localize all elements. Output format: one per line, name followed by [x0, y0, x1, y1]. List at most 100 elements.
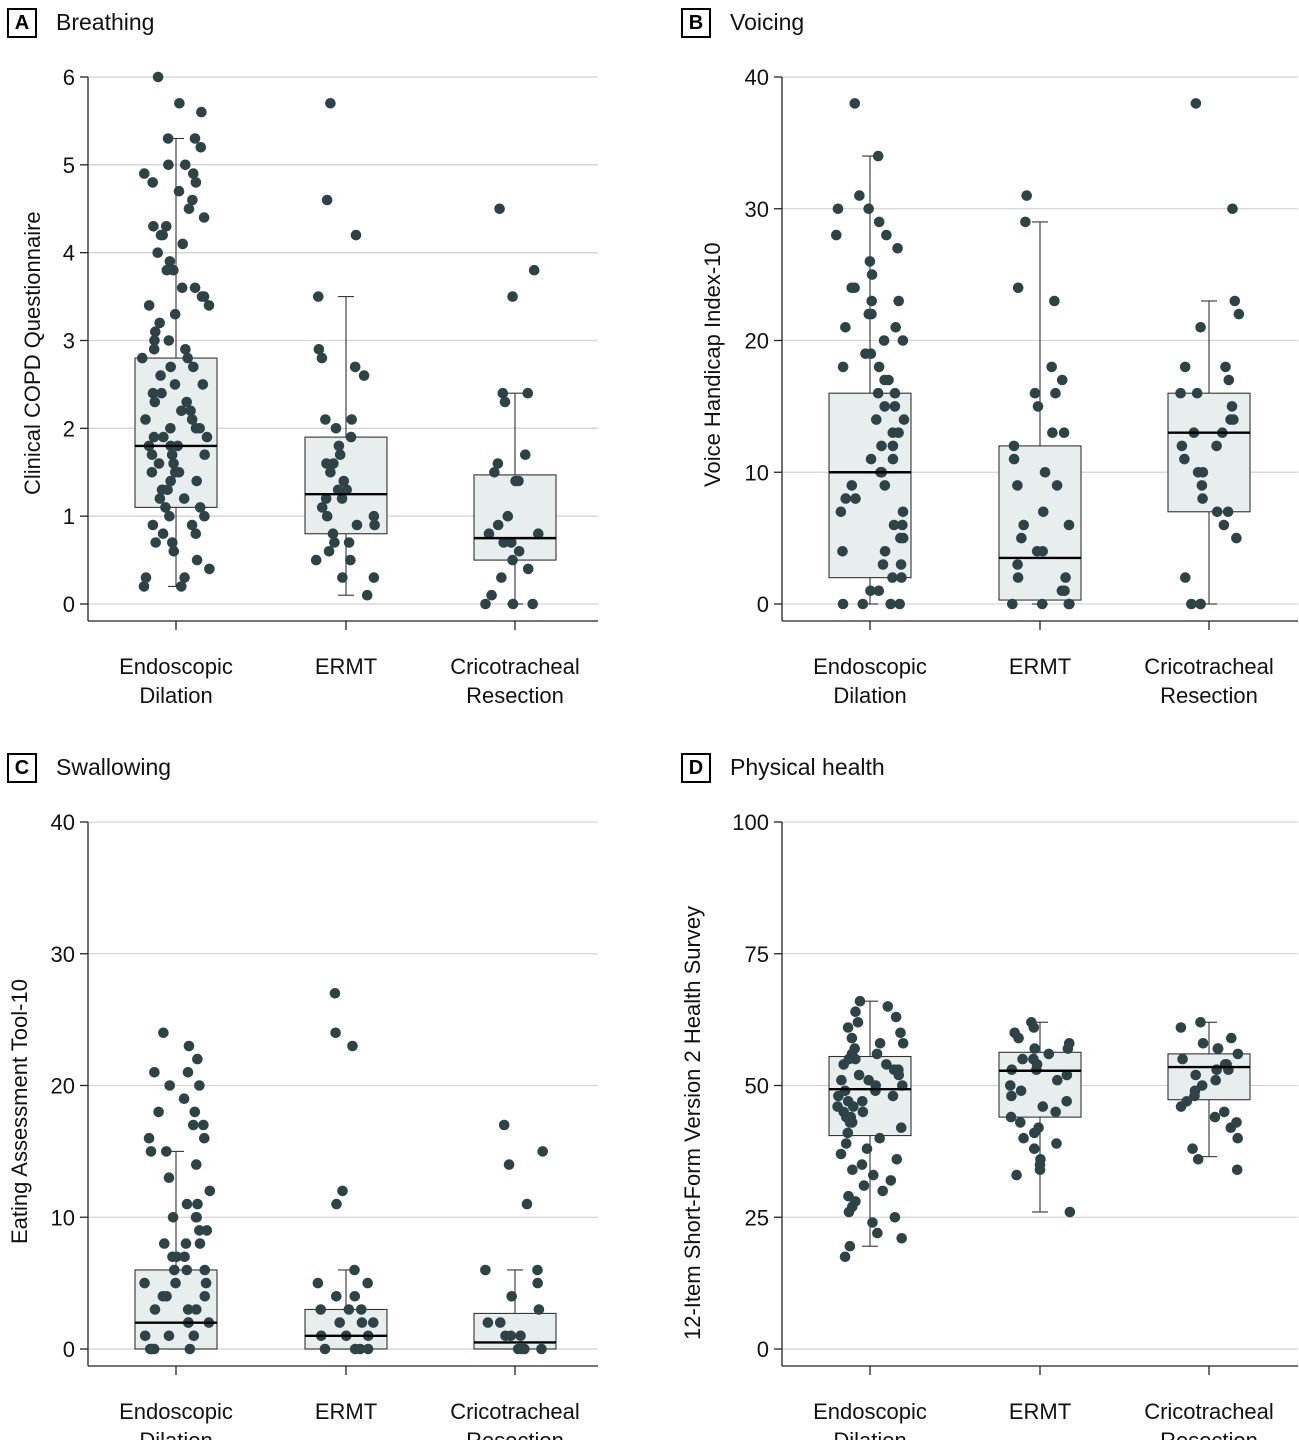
data-point [516, 1343, 527, 1355]
box-iqr [304, 1308, 388, 1350]
data-point [895, 559, 907, 570]
data-point [889, 1212, 901, 1223]
data-point [507, 598, 519, 610]
data-point [876, 440, 887, 452]
data-point [166, 449, 178, 461]
data-point [1209, 1111, 1221, 1123]
data-point [199, 510, 210, 522]
data-point [191, 1212, 202, 1223]
data-point [149, 396, 161, 408]
data-point [150, 537, 161, 548]
data-point [197, 379, 209, 390]
data-point [1015, 1117, 1026, 1128]
data-point [1175, 1022, 1187, 1033]
data-point [148, 221, 159, 232]
data-point [198, 1119, 209, 1131]
data-point [163, 1330, 175, 1342]
data-point [369, 519, 380, 531]
data-point [149, 335, 160, 346]
data-point [489, 467, 500, 478]
data-point [162, 133, 174, 144]
data-point [1058, 427, 1070, 439]
data-point [177, 238, 188, 250]
chart-plot-area: 0 1 2 3 4 5 6 Endoscopic Dilation ERMT Cricotrache… [63, 65, 598, 708]
data-point [316, 352, 328, 364]
data-point [1016, 532, 1027, 544]
data-point [1062, 1043, 1074, 1054]
data-point [881, 1059, 892, 1070]
data-point [537, 1146, 548, 1157]
data-point [879, 374, 890, 386]
data-point [1190, 98, 1202, 109]
data-point [533, 1304, 545, 1315]
data-point [1197, 1038, 1209, 1049]
data-point [505, 1330, 517, 1342]
y-tick-label: 20 [51, 1074, 75, 1099]
data-point [140, 572, 152, 583]
data-point [1029, 1143, 1040, 1154]
data-point [362, 1277, 374, 1289]
data-point [871, 1048, 883, 1060]
data-point [1039, 467, 1051, 478]
data-point [204, 563, 215, 575]
x-tick-label: ERMT [315, 1399, 377, 1424]
data-point [334, 449, 346, 461]
data-point [1231, 1164, 1243, 1176]
data-point [368, 510, 380, 522]
y-tick-label: 5 [63, 153, 75, 178]
data-point [503, 1159, 515, 1170]
data-point [865, 585, 876, 597]
data-point [1180, 572, 1191, 583]
data-point [835, 1148, 847, 1160]
data-point [188, 168, 199, 179]
data-point [179, 1251, 190, 1263]
data-point [170, 1277, 181, 1289]
data-point [194, 502, 206, 513]
data-point [325, 98, 336, 109]
data-point [327, 528, 339, 539]
data-point [343, 1304, 355, 1315]
data-point [499, 396, 511, 408]
data-point [843, 1206, 855, 1218]
y-tick-label: 10 [745, 460, 769, 485]
data-point [148, 344, 160, 355]
data-point [320, 493, 332, 504]
data-point [165, 361, 176, 373]
data-point [1211, 440, 1222, 452]
data-point [1050, 1106, 1061, 1118]
data-point [185, 405, 196, 417]
data-point [356, 1304, 367, 1315]
data-point [1227, 203, 1238, 215]
data-point [1012, 282, 1024, 294]
data-point [498, 1119, 510, 1131]
data-point [507, 291, 518, 302]
data-point [848, 1101, 859, 1112]
y-tick-label: 10 [51, 1205, 75, 1230]
data-point [338, 475, 350, 487]
data-point [1012, 480, 1023, 491]
panel-title: Voicing [730, 9, 805, 35]
data-point [497, 387, 509, 399]
data-point [846, 1032, 858, 1044]
data-point [182, 1067, 194, 1078]
data-point [315, 1304, 327, 1315]
data-point [362, 1343, 374, 1355]
data-point [174, 98, 185, 109]
data-point [849, 98, 861, 109]
data-point [182, 1304, 194, 1315]
data-point [840, 322, 851, 333]
data-point [329, 988, 341, 999]
data-point [1032, 401, 1044, 412]
panel-letter-badge: C [7, 753, 37, 783]
data-point [871, 414, 882, 425]
panel-letter-badge: A [7, 8, 37, 38]
data-point [1013, 1032, 1024, 1044]
data-point [1018, 519, 1029, 531]
data-point [165, 423, 176, 434]
data-point [1034, 1164, 1046, 1176]
data-point [1229, 295, 1241, 307]
data-point [852, 1017, 864, 1028]
data-point [199, 1264, 211, 1276]
data-point [191, 554, 203, 566]
